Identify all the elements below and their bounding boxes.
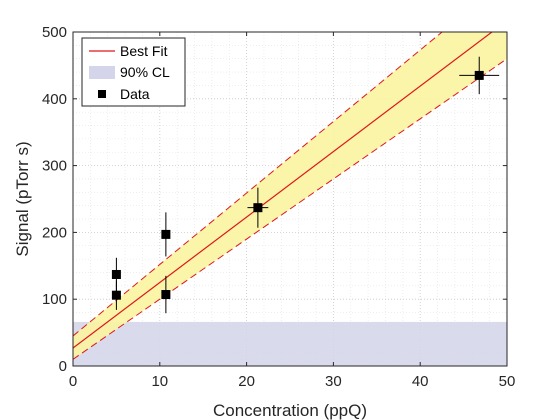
data-marker xyxy=(474,70,484,80)
data-marker xyxy=(161,290,171,300)
data-point xyxy=(161,212,171,257)
data-marker xyxy=(253,203,263,213)
band-upper-line xyxy=(73,32,443,337)
data-points xyxy=(111,56,500,314)
data-marker xyxy=(161,229,171,239)
plot-area xyxy=(73,32,507,366)
x-tick-label: 30 xyxy=(325,373,342,390)
data-point xyxy=(247,187,269,228)
x-tick-label: 0 xyxy=(69,373,77,390)
legend: Best Fit 90% CL Data xyxy=(81,37,186,107)
data-point xyxy=(161,275,171,314)
best-fit-line xyxy=(73,32,493,349)
data-point xyxy=(111,280,121,310)
y-tick-label: 400 xyxy=(42,91,67,108)
data-marker xyxy=(111,290,121,300)
fit-band xyxy=(73,32,507,360)
y-tick-label: 200 xyxy=(42,224,67,241)
legend-cl-swatch xyxy=(89,66,115,79)
y-tick-label: 0 xyxy=(59,358,67,375)
y-axis-title: Signal (pTorr s) xyxy=(13,141,32,256)
y-tick-label: 300 xyxy=(42,158,67,175)
y-tick-label: 500 xyxy=(42,24,67,41)
x-tick-label: 20 xyxy=(238,373,255,390)
data-point xyxy=(459,56,500,95)
cl-band xyxy=(73,321,507,366)
cl-region xyxy=(73,321,507,366)
confidence-band xyxy=(73,32,507,360)
x-axis-title: Concentration (ppQ) xyxy=(213,401,367,420)
legend-cl-label: 90% CL xyxy=(120,64,170,80)
x-tick-label: 50 xyxy=(499,373,516,390)
fit-lines xyxy=(73,32,507,360)
legend-fit-label: Best Fit xyxy=(120,43,168,59)
y-tick-label: 100 xyxy=(42,291,67,308)
axes xyxy=(72,31,508,367)
legend-data-label: Data xyxy=(120,86,150,102)
legend-data-marker xyxy=(98,90,106,98)
axes-box xyxy=(72,31,508,367)
x-tick-label: 40 xyxy=(412,373,429,390)
x-tick-label: 10 xyxy=(151,373,168,390)
data-marker xyxy=(111,269,121,279)
